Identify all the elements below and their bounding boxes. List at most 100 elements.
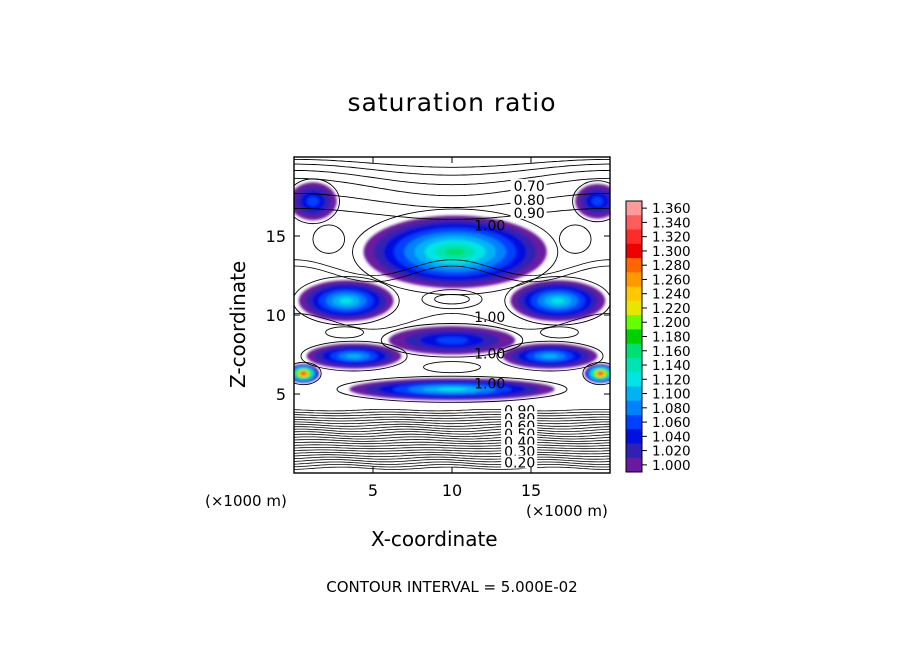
colorbar-label: 1.280: [652, 258, 691, 274]
contour-line: [336, 375, 568, 403]
chart-title: saturation ratio: [347, 88, 557, 117]
colorbar-swatch: [626, 429, 642, 444]
colorbar-frame: [625, 200, 643, 473]
x-tick-label: 15: [521, 481, 541, 500]
colorbar-label: 1.000: [652, 458, 691, 474]
contour-label: 0.90: [514, 206, 545, 222]
contour-line: [294, 459, 610, 463]
contour-line: [294, 423, 610, 427]
x-tick-label: 5: [368, 481, 378, 500]
moist-region-level: [346, 353, 362, 359]
colorbar-label: 1.200: [652, 315, 691, 331]
moist-region-level: [301, 371, 306, 375]
contour-line: [294, 428, 610, 432]
y-tick-label: 15: [266, 227, 286, 246]
contour-line: [496, 340, 604, 372]
contour-line: [294, 454, 610, 457]
contour-line: [294, 265, 610, 283]
colorbar-label: 1.040: [652, 429, 691, 445]
contour-line: [582, 361, 610, 386]
contour-line: [294, 158, 610, 168]
z-unit-label: (×1000 m): [205, 492, 287, 510]
moist-region: [502, 343, 598, 369]
colorbar-swatch: [626, 272, 642, 288]
x-tick-label: 10: [442, 481, 462, 500]
axis-ticks: 5 10 15 5 10 15: [266, 157, 610, 500]
moist-region-level: [339, 297, 353, 304]
colorbar-swatch: [626, 372, 642, 387]
x-unit-label: (×1000 m): [526, 502, 608, 520]
contour-line: [294, 456, 610, 460]
moist-region: [388, 326, 516, 355]
contour-label: 1.00: [474, 310, 505, 326]
contour-line: [434, 294, 470, 305]
colorbar-swatch: [626, 300, 642, 316]
colorbar-swatch: [626, 258, 642, 273]
contour-line: [294, 416, 610, 419]
contour-line: [294, 464, 610, 468]
contour-label: 1.00: [474, 347, 505, 363]
colorbar-swatch: [626, 400, 642, 416]
contour-label: 0.20: [504, 456, 535, 472]
contour-line: [294, 421, 610, 425]
contour-line: [294, 461, 610, 465]
colorbar-swatch: [626, 315, 642, 330]
moist-region: [510, 280, 606, 322]
colorbar-label: 1.240: [652, 287, 691, 303]
colorbar-swatch: [626, 243, 642, 259]
colorbar-label: 1.260: [652, 272, 691, 288]
contour-line: [540, 326, 579, 339]
contour-labels: 0.700.800.901.001.001.001.000.900.800.60…: [474, 179, 547, 472]
contour-line: [380, 323, 524, 358]
colorbar-swatch: [626, 343, 642, 359]
moist-region-fills: [294, 182, 610, 401]
contour-line: [294, 361, 322, 386]
contour-line: [294, 447, 610, 450]
moist-region: [306, 343, 402, 369]
colorbar-label: 1.320: [652, 230, 691, 246]
colorbar-swatch: [626, 386, 642, 402]
contour-line: [294, 426, 610, 430]
colorbar-label: 1.220: [652, 301, 691, 317]
contour-label-bg: [510, 205, 547, 219]
contour-line: [294, 441, 610, 445]
y-axis-label: Z-coordinate: [226, 260, 250, 388]
contour-line: [294, 439, 610, 442]
contour-line: [294, 409, 610, 412]
moist-region: [294, 182, 337, 221]
contour-line: [294, 419, 610, 422]
contour-line: [294, 449, 610, 452]
moist-region: [298, 280, 394, 322]
contour-line: [294, 312, 610, 330]
colorbar-swatch: [626, 286, 642, 302]
colorbar-swatch: [626, 457, 642, 473]
moist-region: [584, 363, 610, 383]
contour-label: 1.00: [474, 219, 505, 235]
contour-lines: [294, 158, 610, 470]
contour-line: [312, 224, 346, 254]
contour-line: [558, 224, 592, 254]
moist-region-level: [591, 196, 603, 206]
contour-line: [294, 436, 610, 440]
contour-line: [294, 444, 610, 447]
x-axis-label: X-coordinate: [371, 527, 498, 551]
contour-line: [294, 433, 610, 437]
contour-line: [325, 326, 364, 339]
colorbar-label: 1.300: [652, 244, 691, 260]
colorbar-label: 1.360: [652, 201, 691, 217]
contour-line: [294, 177, 610, 197]
contour-label: 0.80: [514, 193, 545, 209]
contour-line: [300, 340, 408, 372]
contour-line: [572, 180, 610, 223]
contour-line: [294, 431, 610, 435]
colorbar-label: 1.080: [652, 401, 691, 417]
contour-line: [294, 192, 610, 209]
colorbar-swatch: [626, 215, 642, 231]
colorbar-swatch: [626, 414, 642, 430]
contour-line: [294, 259, 610, 276]
contour-interval-note: CONTOUR INTERVAL = 5.000E-02: [326, 578, 578, 596]
contour-line: [294, 207, 610, 220]
colorbar-swatch: [626, 357, 642, 373]
